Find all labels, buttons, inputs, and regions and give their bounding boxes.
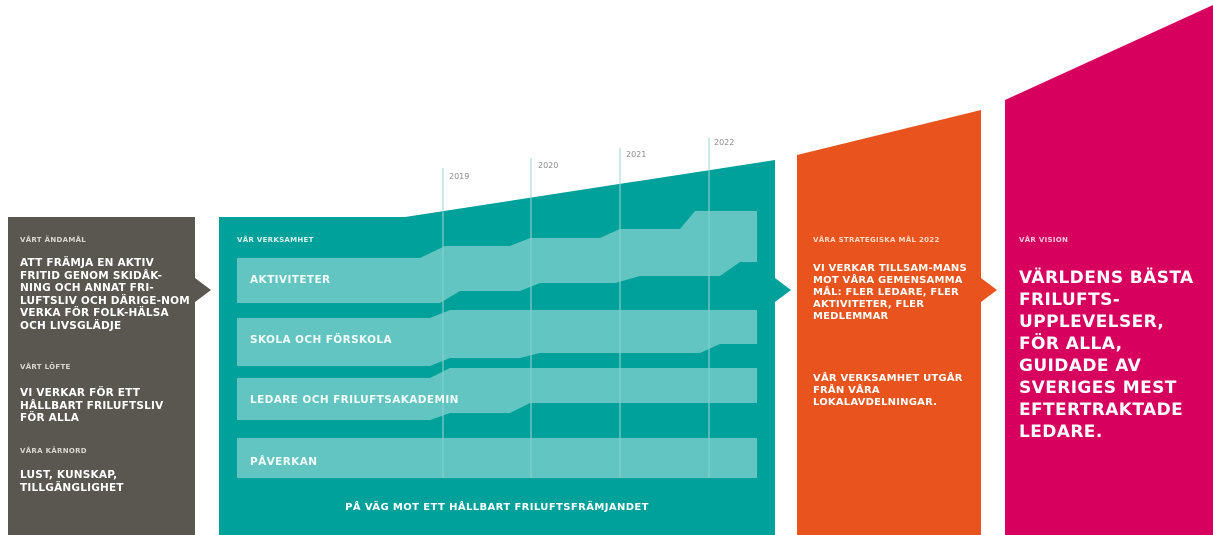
year-label: 2019: [449, 172, 470, 181]
year-label: 2020: [538, 161, 559, 170]
purpose-heading: VÅRT ÄNDAMÅL: [20, 236, 87, 244]
operations-footer: PÅ VÄG MOT ETT HÅLLBART FRILUFTSFRÄMJAND…: [345, 502, 649, 513]
operation-bands: [237, 211, 757, 478]
vision-title: VÅR VISION: [1019, 236, 1069, 244]
band-leaders: [237, 368, 757, 420]
band-influence: [237, 438, 757, 478]
band-activities: [237, 211, 757, 303]
band-label-activities: AKTIVITETER: [250, 274, 331, 286]
goals-local-text: VÅR VERKSAMHET UTGÅR FRÅN VÅRA LOKALAVDE…: [813, 373, 963, 408]
year-label: 2022: [714, 138, 735, 147]
operations-title: VÅR VERKSAMHET: [237, 236, 314, 244]
core-words-heading: VÅRA KÄRNORD: [20, 447, 87, 455]
promise-heading: VÅRT LÖFTE: [20, 363, 71, 371]
vision-panel: [1005, 5, 1213, 535]
band-school: [237, 310, 757, 366]
purpose-panel: [8, 217, 211, 535]
purpose-text: ATT FRÄMJA EN AKTIV FRITID GENOM SKIDÅK-…: [20, 257, 190, 332]
goals-title: VÅRA STRATEGISKA MÅL 2022: [813, 236, 940, 244]
goals-text: VI VERKAR TILLSAM-MANS MOT VÅRA GEMENSAM…: [813, 263, 967, 322]
goals-panel: [797, 110, 997, 535]
core-words-text: LUST, KUNSKAP, TILLGÄNGLIGHET: [20, 469, 124, 494]
year-label: 2021: [626, 150, 647, 159]
vision-text: VÄRLDENS BÄSTA FRILUFTS-UPPLEVELSER, FÖR…: [1019, 268, 1194, 442]
band-label-influence: PÅVERKAN: [250, 456, 318, 468]
band-label-leaders: LEDARE OCH FRILUFTSAKADEMIN: [250, 394, 459, 406]
band-label-school: SKOLA OCH FÖRSKOLA: [250, 334, 393, 346]
promise-text: VI VERKAR FÖR ETT HÅLLBART FRILUFTSLIV F…: [20, 387, 164, 424]
